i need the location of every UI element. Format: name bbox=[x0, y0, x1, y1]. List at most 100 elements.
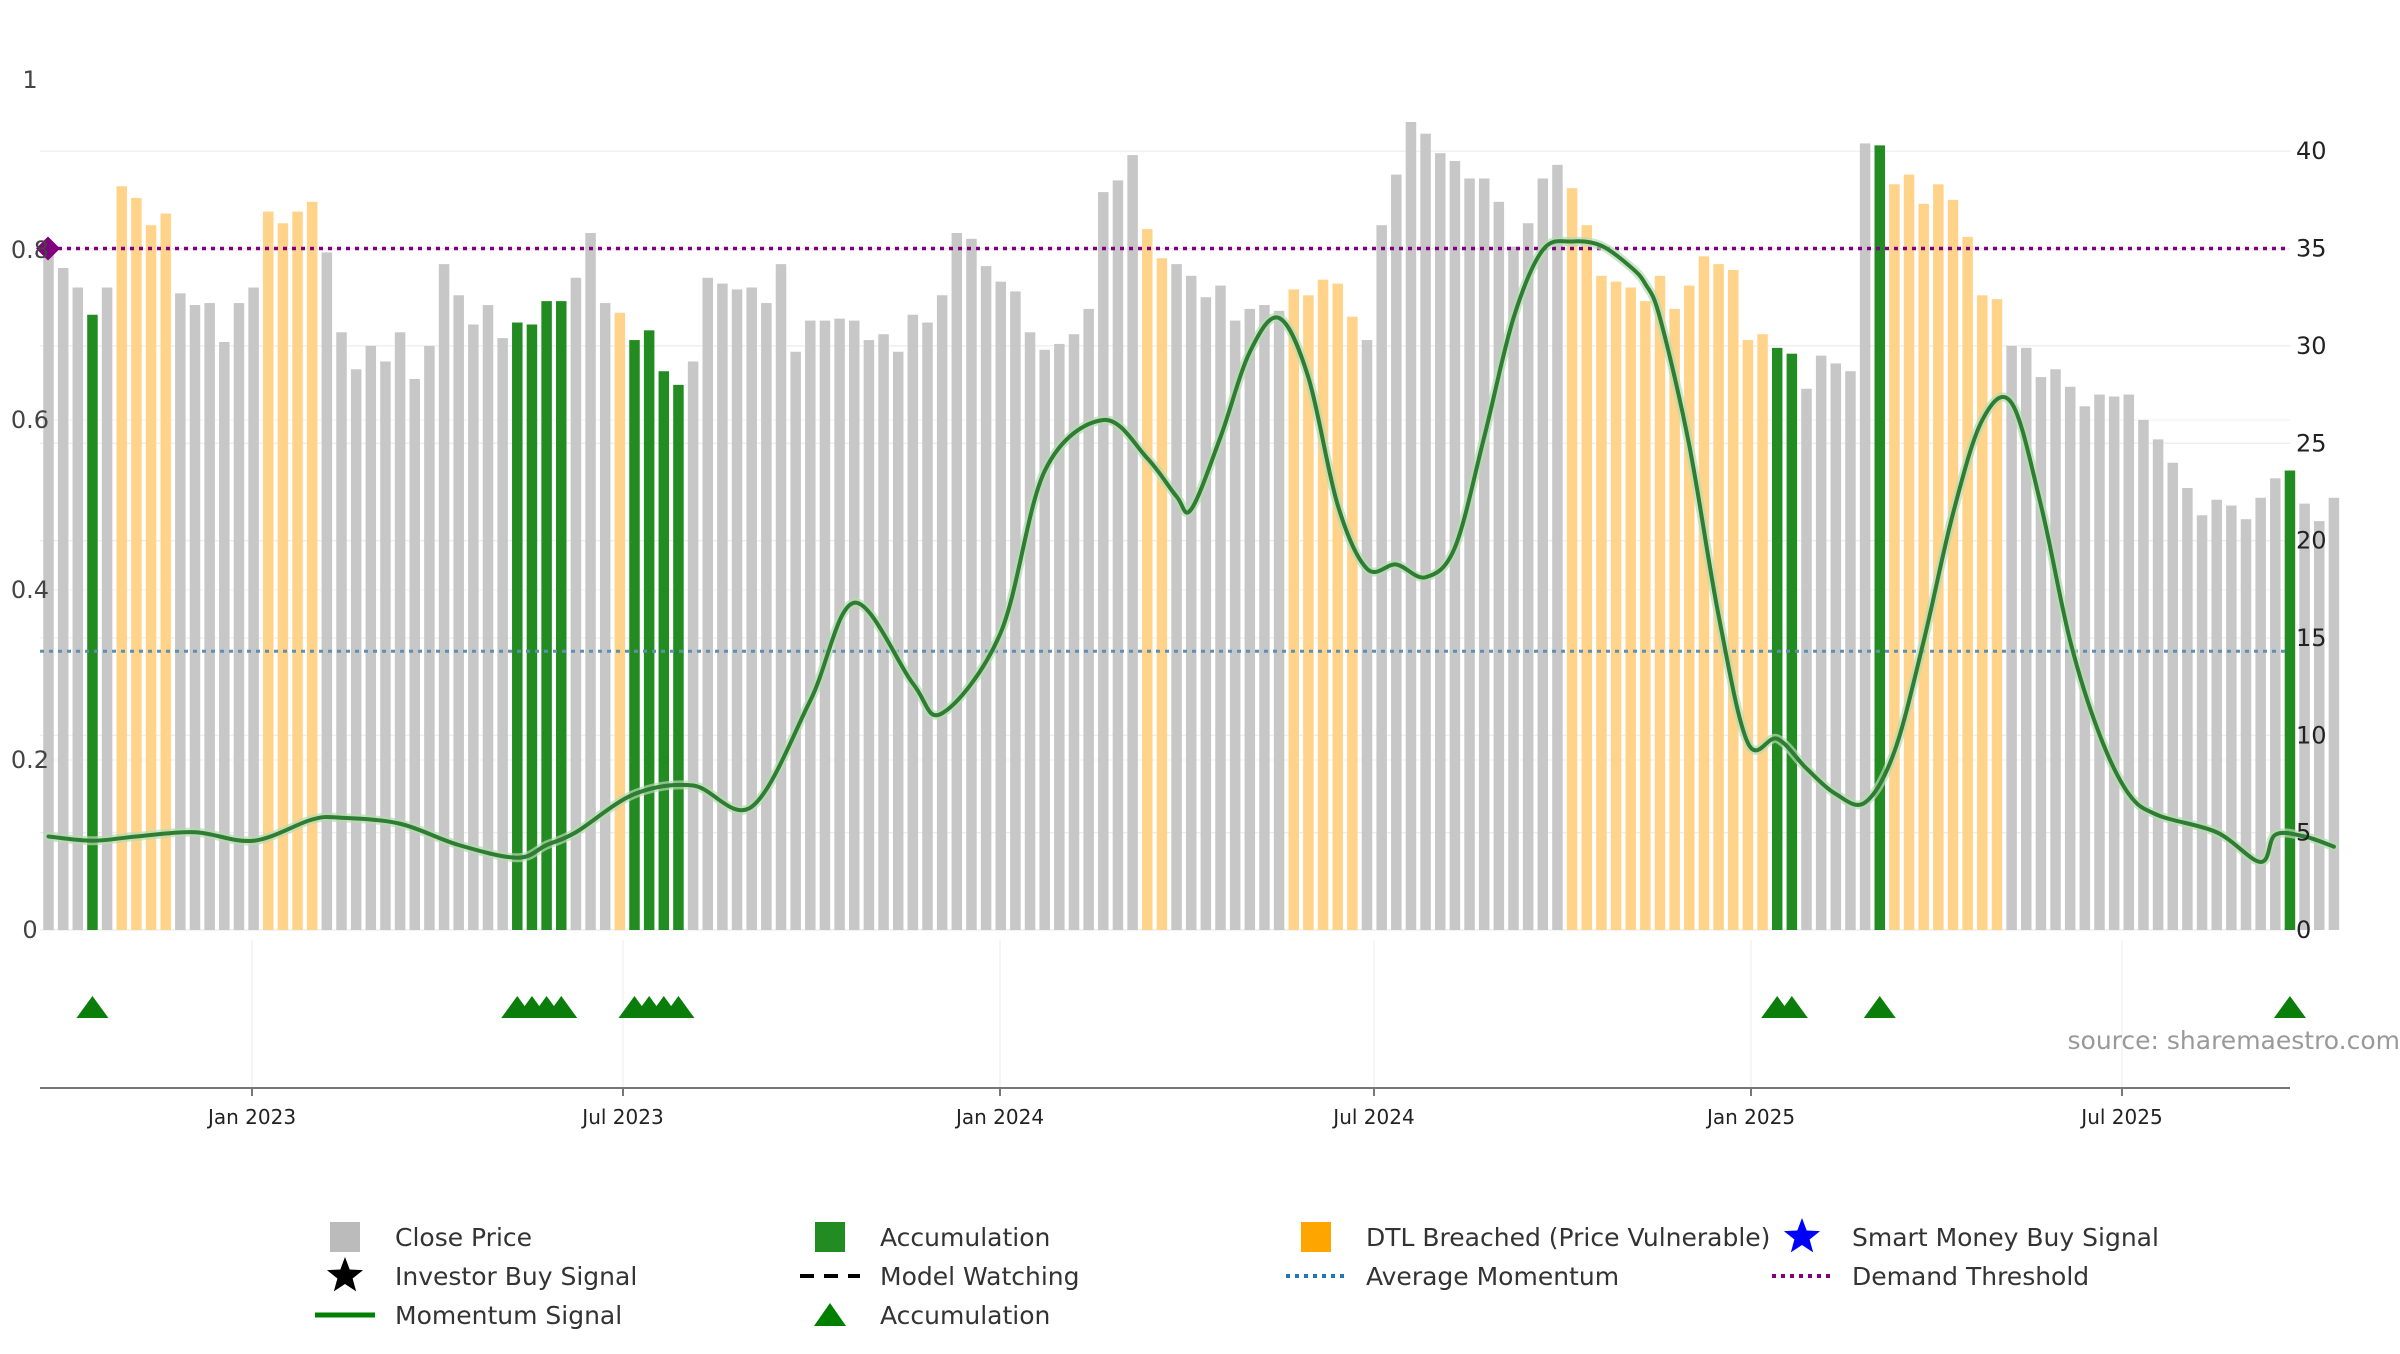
dtl-breached-bar bbox=[1655, 276, 1666, 930]
close-price-bar bbox=[2168, 463, 2179, 930]
close-price-bar bbox=[2211, 500, 2222, 930]
dtl-breached-bar bbox=[1918, 204, 1929, 930]
dtl-breached-bar bbox=[1699, 256, 1710, 930]
close-price-bar bbox=[893, 352, 904, 930]
close-price-bar bbox=[732, 289, 743, 930]
close-price-bar bbox=[453, 295, 464, 930]
dtl-breached-bar bbox=[146, 225, 157, 930]
close-price-bar bbox=[1406, 122, 1417, 930]
legend-label: Accumulation bbox=[880, 1301, 1050, 1330]
dtl-breached-bar bbox=[615, 313, 626, 930]
close-price-bar bbox=[2138, 420, 2149, 930]
accumulation-bar bbox=[527, 324, 538, 930]
dtl-breached-bar bbox=[1318, 280, 1329, 930]
close-price-bar bbox=[1538, 178, 1549, 930]
close-price-bar bbox=[2226, 506, 2237, 930]
close-price-bar bbox=[1508, 247, 1519, 930]
dtl-breached-bar bbox=[1684, 286, 1695, 930]
close-price-bar bbox=[2006, 346, 2017, 930]
close-price-bar bbox=[1376, 225, 1387, 930]
close-price-bar bbox=[1245, 309, 1256, 930]
y-right-tick-label: 15 bbox=[2296, 624, 2327, 652]
legend-item: DTL Breached (Price Vulnerable) bbox=[1301, 1222, 1770, 1252]
close-price-bar bbox=[908, 315, 919, 930]
legend-item: Accumulation bbox=[815, 1222, 1050, 1252]
close-price-bar bbox=[2124, 395, 2135, 930]
y-left-tick-label: 0.6 bbox=[11, 406, 49, 434]
dtl-breached-bar bbox=[1889, 184, 1900, 930]
legend-triangle-icon bbox=[814, 1303, 846, 1326]
accumulation-bar bbox=[644, 330, 655, 930]
x-tick-label: Jul 2023 bbox=[580, 1105, 663, 1129]
legend-item: Investor Buy Signal bbox=[327, 1257, 637, 1291]
legend: Close Price Accumulation DTL Breached (Pri… bbox=[315, 1218, 2159, 1330]
legend-marker bbox=[330, 1222, 360, 1252]
y-right-tick-label: 10 bbox=[2296, 721, 2327, 749]
legend-label: Average Momentum bbox=[1366, 1262, 1619, 1291]
dtl-breached-bar bbox=[1904, 175, 1915, 930]
legend-star-icon bbox=[327, 1257, 363, 1291]
dtl-breached-bar bbox=[1157, 258, 1168, 930]
close-price-bar bbox=[351, 369, 362, 930]
legend-item: Momentum Signal bbox=[315, 1301, 622, 1330]
close-price-bar bbox=[322, 252, 333, 930]
legend-label: Investor Buy Signal bbox=[395, 1262, 637, 1291]
close-price-bar bbox=[1274, 311, 1285, 930]
dtl-breached-bar bbox=[160, 214, 171, 930]
dtl-breached-bar bbox=[1332, 284, 1343, 930]
x-tick-label: Jan 2024 bbox=[954, 1105, 1044, 1129]
price-bars bbox=[43, 122, 2339, 930]
close-price-bar bbox=[1801, 389, 1812, 930]
accumulation-bar bbox=[541, 301, 552, 930]
close-price-bar bbox=[1083, 309, 1094, 930]
close-price-bar bbox=[2153, 439, 2164, 930]
close-price-bar bbox=[1362, 340, 1373, 930]
close-price-bar bbox=[2036, 377, 2047, 930]
accumulation-bar bbox=[673, 385, 684, 930]
close-price-bar bbox=[410, 379, 421, 930]
dtl-breached-bar bbox=[1977, 295, 1988, 930]
close-price-bar bbox=[2094, 395, 2105, 930]
close-price-bar bbox=[1201, 297, 1212, 930]
y-left-tick-label: 0.2 bbox=[11, 746, 49, 774]
dtl-breached-bar bbox=[1757, 334, 1768, 930]
legend-label: Model Watching bbox=[880, 1262, 1080, 1291]
close-price-bar bbox=[2329, 498, 2340, 930]
legend-item: Smart Money Buy Signal bbox=[1784, 1218, 2159, 1252]
close-price-bar bbox=[600, 303, 611, 930]
close-price-bar bbox=[2109, 397, 2120, 930]
close-price-bar bbox=[468, 324, 479, 930]
accumulation-bar bbox=[1772, 348, 1783, 930]
close-price-bar bbox=[1860, 143, 1871, 930]
close-price-bar bbox=[2197, 515, 2208, 930]
close-price-bar bbox=[424, 346, 435, 930]
close-price-bar bbox=[2182, 488, 2193, 930]
close-price-bar bbox=[1113, 180, 1124, 930]
close-price-bar bbox=[73, 287, 84, 930]
close-price-bar bbox=[952, 233, 963, 930]
accumulation-bar bbox=[2285, 471, 2296, 930]
close-price-bar bbox=[1391, 175, 1402, 930]
close-price-bar bbox=[1025, 332, 1036, 930]
close-price-bar bbox=[688, 361, 699, 930]
dtl-breached-bar bbox=[1611, 282, 1622, 930]
close-price-bar bbox=[1127, 155, 1138, 930]
legend-item: Close Price bbox=[330, 1222, 532, 1252]
close-price-bar bbox=[1186, 276, 1197, 930]
dtl-breached-bar bbox=[1743, 340, 1754, 930]
close-price-bar bbox=[1069, 334, 1080, 930]
y-left-tick-label: 0.4 bbox=[11, 576, 49, 604]
y-left-tick-label: 1 bbox=[22, 66, 37, 94]
close-price-bar bbox=[717, 284, 728, 930]
accumulation-bar bbox=[1787, 354, 1798, 930]
dtl-breached-bar bbox=[1596, 276, 1607, 930]
dtl-breached-bar bbox=[1640, 301, 1651, 930]
close-price-bar bbox=[1259, 305, 1270, 930]
close-price-bar bbox=[1479, 178, 1490, 930]
close-price-bar bbox=[1831, 363, 1842, 930]
close-price-bar bbox=[1816, 356, 1827, 930]
y-left-tick-label: 0.8 bbox=[11, 236, 49, 264]
y-right-tick-label: 30 bbox=[2296, 332, 2327, 360]
close-price-bar bbox=[2299, 504, 2310, 930]
